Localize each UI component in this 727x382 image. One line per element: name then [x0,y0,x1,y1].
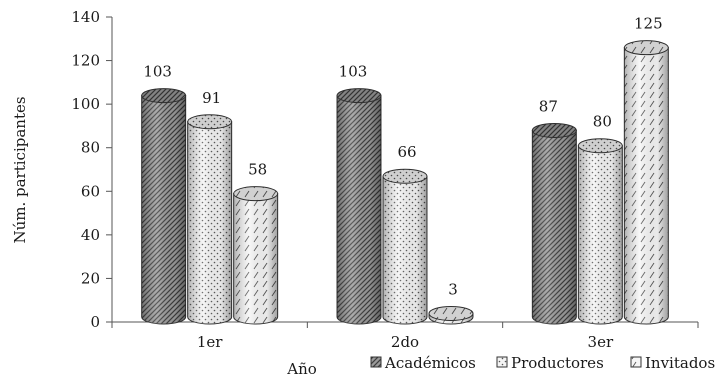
bar-top [577,138,623,154]
y-tick-label: 20 [81,269,100,287]
legend-swatch [370,356,382,368]
data-label: 80 [593,113,612,131]
bar-shading [532,130,577,325]
data-labels: 103 103 87 91 66 80 58 3 125 [143,15,662,299]
data-label: 103 [339,63,368,81]
bar [233,186,279,325]
bar [382,168,428,325]
bar-top-shade [141,88,186,103]
x-tick-label: 2do [391,333,419,351]
bar-shading [383,176,427,324]
bar-shading [624,47,669,325]
y-tick-label: 100 [71,95,100,113]
x-ticks: 1er 2do 3er [111,322,699,351]
bar-shading [233,193,278,324]
bar [336,88,382,325]
bar-top-shade [383,169,427,184]
bar-top-shade [532,123,577,138]
bar [141,88,187,325]
y-tick-label: 60 [81,182,100,200]
data-label: 125 [634,15,663,33]
bar [187,114,233,325]
bar-top-shade [337,88,381,103]
bar-top-shade [233,186,278,201]
data-label: 66 [397,143,416,161]
bar-top-shade [624,40,669,55]
bar-top-shade [578,138,623,153]
bar-top [623,40,669,56]
y-ticks: 0 20 40 60 80 100 120 140 [71,8,112,331]
data-label: 3 [448,280,458,298]
y-tick-label: 40 [81,226,100,244]
bar-top [187,114,233,130]
y-tick-label: 120 [71,52,100,70]
y-tick-label: 0 [90,313,100,331]
bar [623,40,669,325]
legend-label: Invitados [645,354,715,372]
bar-shading [141,95,186,324]
legend-swatch [630,356,642,368]
bar-top-shade [187,114,232,129]
bar-shading [337,95,381,324]
bar-top [141,88,187,104]
bar-shading [187,121,232,325]
data-label: 87 [539,97,558,115]
y-tick-label: 140 [71,8,100,26]
y-tick-label: 80 [81,139,100,157]
data-label: 91 [202,89,221,107]
bar [428,305,474,325]
legend-label: Académicos [384,354,476,372]
bars [141,40,669,325]
bar [531,122,577,325]
x-tick-label: 3er [588,333,614,351]
bar-top [531,122,577,138]
x-axis-label: Año [286,360,317,378]
data-label: 103 [143,63,172,81]
bar [577,138,623,325]
legend: Académicos Productores Invitados [370,354,715,372]
bar-top-shade [429,306,473,321]
legend-label: Productores [511,354,604,372]
bar-top [382,168,428,184]
bar-top [336,88,382,104]
legend-swatch [496,356,508,368]
bar-top [233,186,279,202]
bar-shading [578,145,623,325]
x-tick-label: 1er [197,333,223,351]
bar-top [428,305,474,321]
y-axis-label: Núm. participantes [11,96,29,243]
data-label: 58 [248,161,267,179]
